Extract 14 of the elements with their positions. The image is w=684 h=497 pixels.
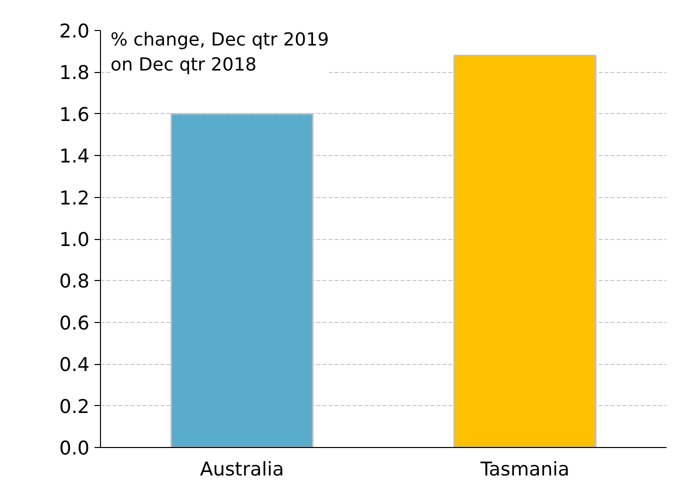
x-tick-label: Australia <box>200 458 284 480</box>
y-tick-label: 0.0 <box>59 438 90 460</box>
y-tick-label: 0.2 <box>59 396 90 418</box>
y-tick-label: 2.0 <box>59 20 90 42</box>
y-tick-label: 1.6 <box>59 104 90 126</box>
y-tick-label: 1.0 <box>59 229 90 251</box>
y-tick-label: 1.8 <box>59 62 90 84</box>
y-tick-label: 1.2 <box>59 187 90 210</box>
y-tick-label: 0.4 <box>59 354 90 376</box>
y-tick-label: 0.6 <box>59 312 90 334</box>
x-tick-label: Tasmania <box>479 458 570 480</box>
y-tick-label: 1.4 <box>59 146 90 168</box>
annotation: % change, Dec qtr 2019 on Dec qtr 2018 <box>110 30 329 76</box>
y-tick-label: 0.8 <box>59 270 90 293</box>
